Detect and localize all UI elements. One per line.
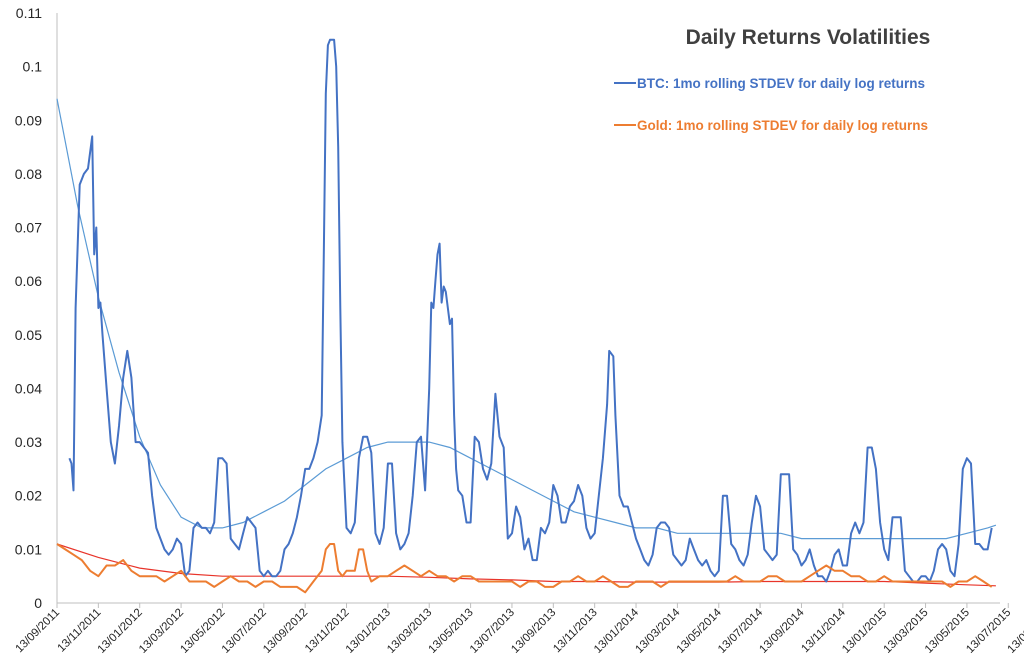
y-tick-label: 0.06 (15, 273, 42, 289)
y-tick-label: 0.04 (15, 380, 42, 396)
x-axis: 13/09/201113/11/201113/01/201213/03/2012… (14, 602, 1024, 656)
x-tick-label: 13/09/2013 (509, 607, 558, 656)
trendline-0 (56, 98, 997, 540)
legend-entry: Gold: 1mo rolling STDEV for daily log re… (637, 118, 928, 133)
legend-entry: BTC: 1mo rolling STDEV for daily log ret… (637, 76, 925, 91)
trendline-1 (56, 543, 996, 587)
y-tick-label: 0.02 (15, 488, 42, 504)
y-tick-label: 0.05 (15, 327, 42, 343)
y-tick-label: 0.07 (15, 220, 42, 236)
y-tick-label: 0.03 (15, 434, 42, 450)
y-tick-label: 0.09 (15, 112, 42, 128)
x-tick-label: 13/09/2011 (14, 607, 63, 656)
x-tick-label: 13/09/2014 (757, 606, 807, 656)
x-tick-label: 13/09/2012 (261, 607, 310, 656)
btc-series-line (68, 38, 993, 583)
y-tick-label: 0 (34, 595, 42, 611)
gold-series-line (56, 543, 993, 594)
y-tick-label: 0.08 (15, 166, 42, 182)
legend: BTC: 1mo rolling STDEV for daily log ret… (614, 76, 928, 133)
y-axis: 0 0.01 0.02 0.03 0.04 0.05 0.06 0.07 0.08 0.09 0.1… (15, 5, 58, 611)
y-tick-label: 0.01 (15, 541, 42, 557)
y-tick-label: 0.11 (16, 5, 42, 21)
plot-area (56, 38, 997, 594)
chart-title: Daily Returns Volatilities (686, 26, 931, 49)
y-tick-label: 0.1 (23, 59, 43, 75)
